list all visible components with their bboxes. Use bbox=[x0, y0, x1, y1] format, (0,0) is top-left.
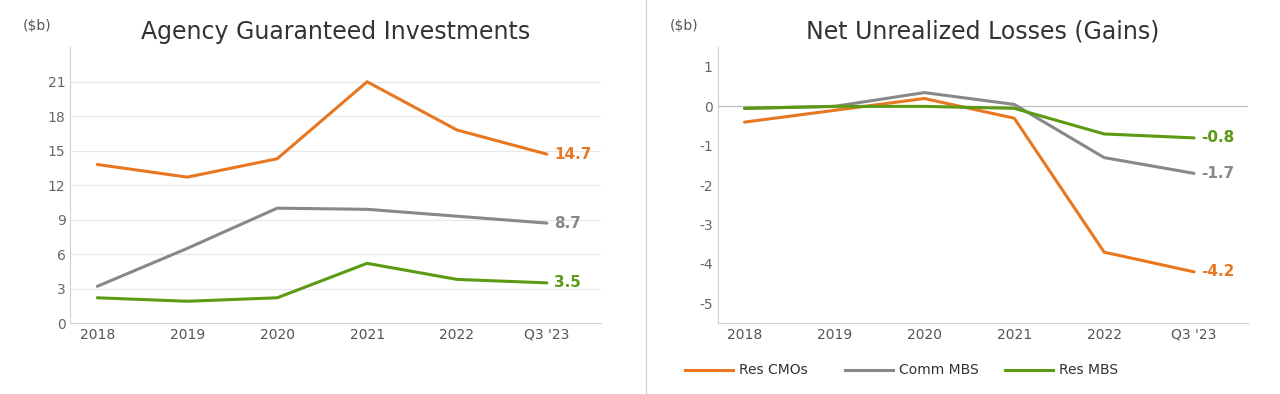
Text: Res CMOs: Res CMOs bbox=[739, 363, 808, 377]
Text: Res MBS: Res MBS bbox=[1059, 363, 1117, 377]
Text: -4.2: -4.2 bbox=[1201, 264, 1235, 279]
Text: 3.5: 3.5 bbox=[554, 275, 581, 290]
Text: 14.7: 14.7 bbox=[554, 147, 591, 162]
Text: 8.7: 8.7 bbox=[554, 216, 581, 230]
Title: Agency Guaranteed Investments: Agency Guaranteed Investments bbox=[141, 20, 530, 44]
Title: Net Unrealized Losses (Gains): Net Unrealized Losses (Gains) bbox=[806, 20, 1160, 44]
Text: Comm MBS: Comm MBS bbox=[899, 363, 978, 377]
Text: -0.8: -0.8 bbox=[1201, 130, 1234, 145]
Text: -1.7: -1.7 bbox=[1201, 166, 1234, 181]
Text: ($b): ($b) bbox=[669, 19, 699, 33]
Text: ($b): ($b) bbox=[23, 19, 51, 33]
